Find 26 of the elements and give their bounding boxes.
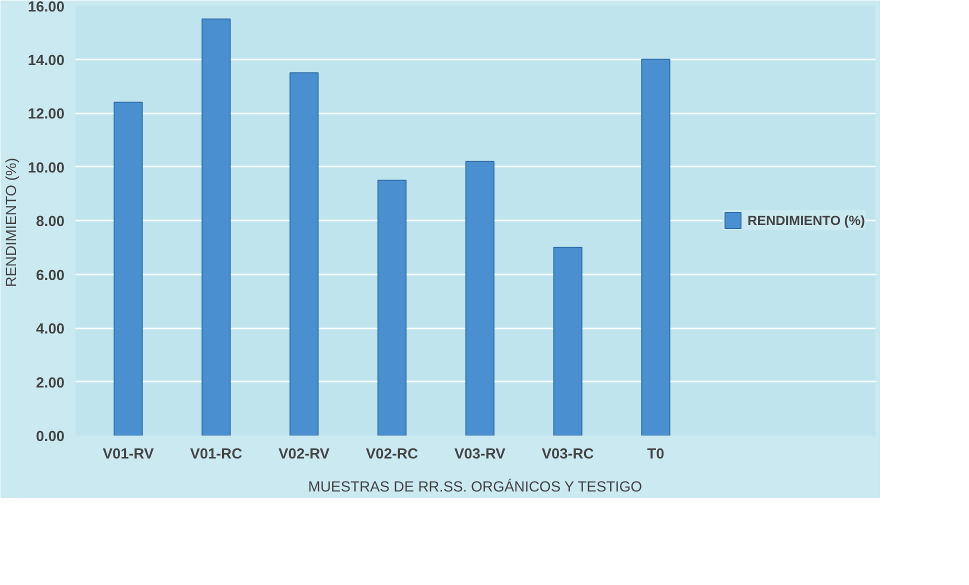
- x-tick-label: T0: [647, 446, 664, 462]
- bar: [377, 180, 407, 436]
- y-axis-title: RENDIMIENTO (%): [4, 158, 20, 288]
- x-tick-label: V02-RV: [278, 446, 330, 462]
- bar: [553, 246, 582, 436]
- y-tick-label: 10.00: [28, 160, 65, 176]
- x-tick-label: V03-RV: [454, 446, 506, 462]
- x-tick-label: V01-RV: [102, 446, 154, 462]
- bar: [465, 160, 494, 436]
- x-tick-label: V01-RC: [190, 446, 243, 462]
- y-tick-label: 4.00: [36, 322, 65, 338]
- bar: [202, 18, 231, 436]
- y-tick-label: 14.00: [28, 52, 65, 69]
- y-tick-label: 12.00: [28, 106, 65, 122]
- y-tick-label: 2.00: [36, 375, 65, 392]
- y-tick-label: 6.00: [36, 268, 65, 284]
- bar: [290, 72, 319, 436]
- bar: [641, 58, 670, 436]
- y-tick-label: 8.00: [36, 214, 65, 230]
- x-tick-label: V02-RC: [366, 446, 418, 462]
- y-tick-label: 0.00: [36, 429, 65, 445]
- y-tick-label: 16.00: [28, 0, 65, 16]
- x-axis-title: MUESTRAS DE RR.SS. ORGÁNICOS Y TESTIGO: [308, 478, 642, 496]
- bar: [114, 102, 143, 436]
- x-tick-label: V03-RC: [542, 446, 594, 462]
- legend-label: RENDIMIENTO (%): [748, 212, 865, 228]
